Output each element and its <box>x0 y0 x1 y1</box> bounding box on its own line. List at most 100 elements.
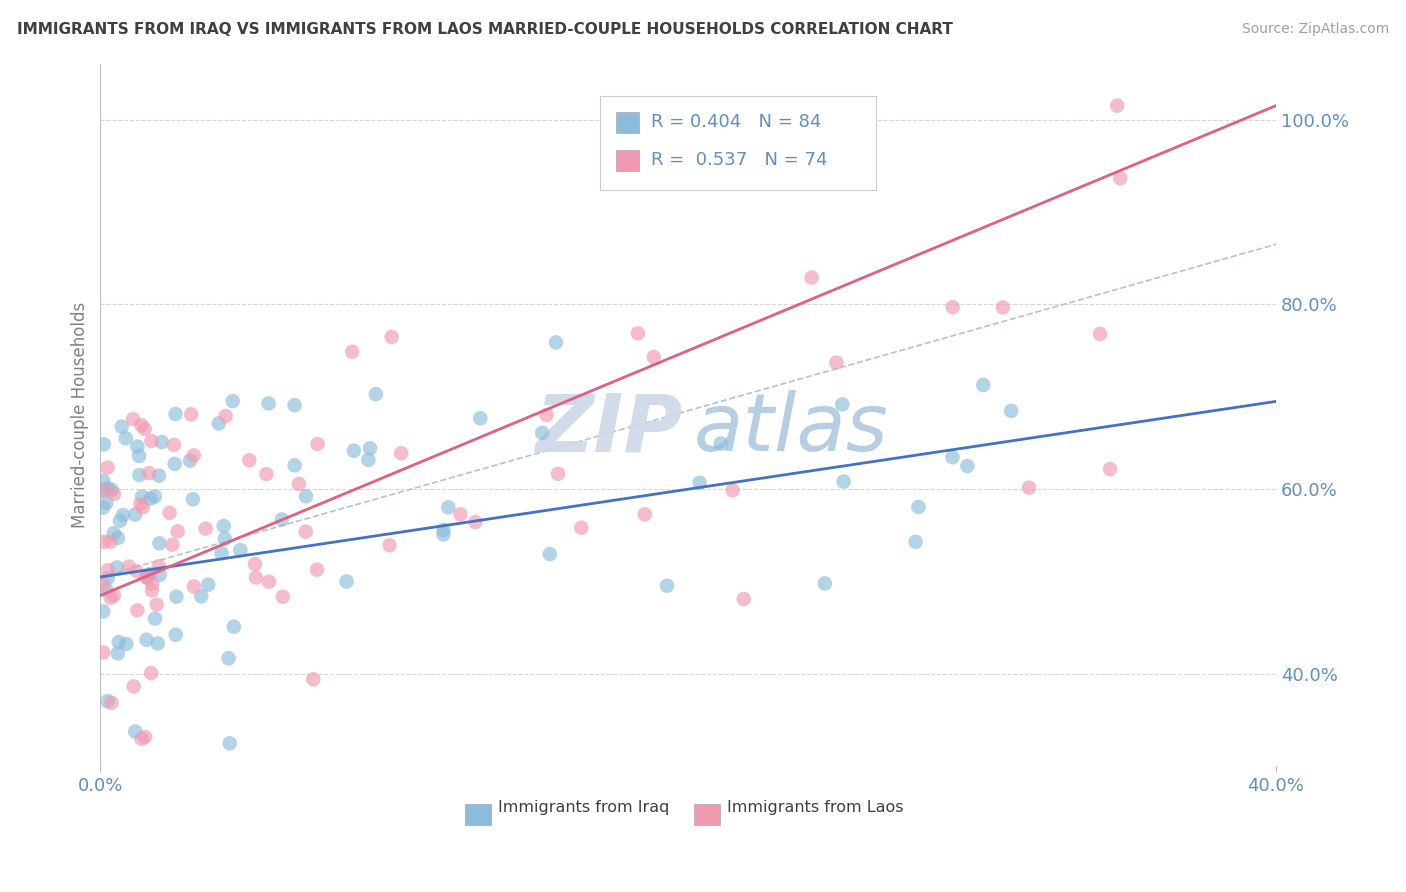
Point <box>159 506 181 520</box>
Text: ZIP: ZIP <box>534 391 682 468</box>
Point <box>437 500 460 515</box>
Bar <box>616 150 640 171</box>
Point <box>91 645 114 659</box>
Bar <box>695 804 720 825</box>
Point <box>150 435 173 450</box>
Point <box>131 490 153 504</box>
Point <box>571 521 593 535</box>
Point <box>449 508 471 522</box>
Point <box>432 523 454 537</box>
Point <box>284 458 307 473</box>
Point <box>941 450 963 465</box>
Point <box>208 417 231 431</box>
Point <box>655 579 678 593</box>
Point <box>1107 98 1129 112</box>
Point <box>146 636 169 650</box>
Point <box>643 350 665 364</box>
Point <box>378 538 401 552</box>
Point <box>627 326 650 341</box>
Point <box>118 559 141 574</box>
Point <box>470 411 492 425</box>
Point <box>302 672 325 686</box>
Point <box>103 588 125 602</box>
Point <box>138 466 160 480</box>
Point <box>93 483 115 497</box>
Point <box>284 398 307 412</box>
Point <box>148 559 170 574</box>
Point <box>143 611 166 625</box>
Point <box>97 481 120 495</box>
Point <box>122 680 145 694</box>
Point <box>114 431 136 445</box>
Point <box>131 418 153 433</box>
Point <box>141 434 163 448</box>
Point <box>97 571 120 585</box>
Point <box>165 628 187 642</box>
Point <box>689 475 711 490</box>
Point <box>1099 462 1122 476</box>
Point <box>190 590 212 604</box>
Point <box>245 570 267 584</box>
Point <box>127 603 149 617</box>
Point <box>132 500 155 515</box>
Point <box>257 574 280 589</box>
Point <box>222 620 245 634</box>
Point <box>163 438 186 452</box>
Point <box>148 536 170 550</box>
Text: Immigrants from Laos: Immigrants from Laos <box>727 800 904 814</box>
Point <box>832 475 855 489</box>
Point <box>97 694 120 708</box>
Point <box>294 524 316 539</box>
Bar <box>616 112 640 133</box>
Point <box>124 508 146 522</box>
Point <box>544 335 567 350</box>
Point <box>907 500 929 514</box>
Point <box>149 567 172 582</box>
Point <box>136 569 159 583</box>
Point <box>180 408 202 422</box>
Point <box>364 387 387 401</box>
Point <box>222 394 245 409</box>
Point <box>103 526 125 541</box>
Point <box>357 453 380 467</box>
Point <box>634 508 657 522</box>
Point <box>93 483 115 498</box>
Point <box>93 534 115 549</box>
Point <box>124 724 146 739</box>
Point <box>107 646 129 660</box>
Point <box>107 635 129 649</box>
Point <box>128 468 150 483</box>
Point <box>432 527 454 541</box>
Point <box>98 534 121 549</box>
Point <box>340 344 363 359</box>
Point <box>183 579 205 593</box>
Point <box>148 468 170 483</box>
Point <box>1018 481 1040 495</box>
Point <box>141 576 163 591</box>
Point <box>96 496 118 510</box>
Point <box>359 442 381 456</box>
Point <box>91 578 114 592</box>
Point <box>1088 326 1111 341</box>
Point <box>127 440 149 454</box>
Point <box>243 557 266 571</box>
Point <box>295 489 318 503</box>
Point <box>1109 171 1132 186</box>
Text: R = 0.404   N = 84: R = 0.404 N = 84 <box>651 113 821 131</box>
Point <box>139 491 162 506</box>
Point <box>179 453 201 467</box>
Point <box>831 397 853 411</box>
Y-axis label: Married-couple Households: Married-couple Households <box>72 302 89 528</box>
Point <box>136 571 159 585</box>
Point <box>256 467 278 482</box>
Point <box>343 443 366 458</box>
Text: IMMIGRANTS FROM IRAQ VS IMMIGRANTS FROM LAOS MARRIED-COUPLE HOUSEHOLDS CORRELATI: IMMIGRANTS FROM IRAQ VS IMMIGRANTS FROM … <box>17 22 953 37</box>
Point <box>464 515 486 529</box>
Point <box>214 532 236 546</box>
Point <box>904 534 927 549</box>
Point <box>145 598 167 612</box>
Point <box>141 666 163 681</box>
Point <box>536 408 558 422</box>
Point <box>138 567 160 582</box>
Point <box>538 547 561 561</box>
